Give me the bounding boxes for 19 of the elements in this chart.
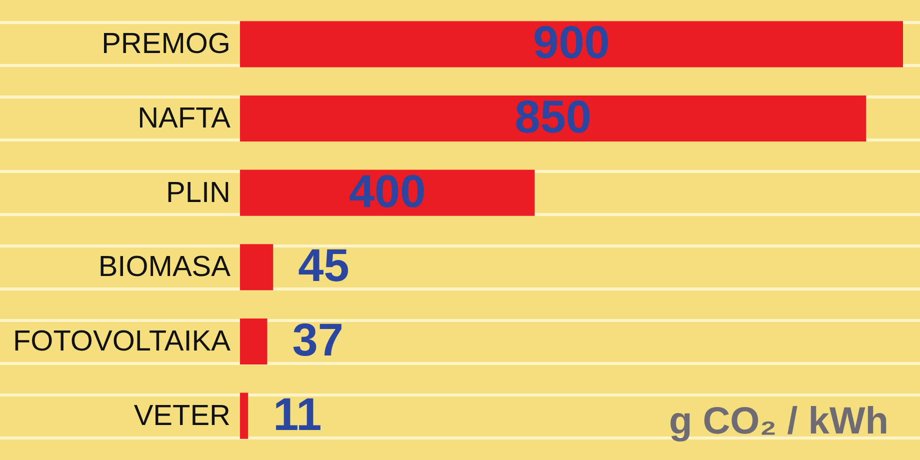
data-label: 850: [514, 90, 592, 142]
y-tick-label: VETER: [134, 400, 230, 432]
data-label: 45: [298, 239, 350, 292]
y-tick-label: NAFTA: [138, 102, 232, 134]
bar: [240, 21, 903, 68]
data-label: 11: [273, 388, 322, 440]
data-label: 400: [348, 164, 426, 217]
bar: [240, 170, 535, 216]
x-axis-title: g CO₂ / kWh: [668, 400, 888, 442]
y-tick-label: PREMOG: [102, 28, 230, 60]
bar: [240, 95, 866, 142]
data-label: 37: [292, 314, 344, 366]
y-tick-label: FOTOVOLTAIKA: [12, 326, 232, 358]
data-label: 900: [533, 16, 610, 68]
bar: [240, 392, 248, 439]
bar: [240, 318, 268, 365]
bar: [240, 244, 274, 290]
y-tick-label: BIOMASA: [98, 251, 232, 284]
y-tick-label: PLIN: [166, 176, 230, 209]
